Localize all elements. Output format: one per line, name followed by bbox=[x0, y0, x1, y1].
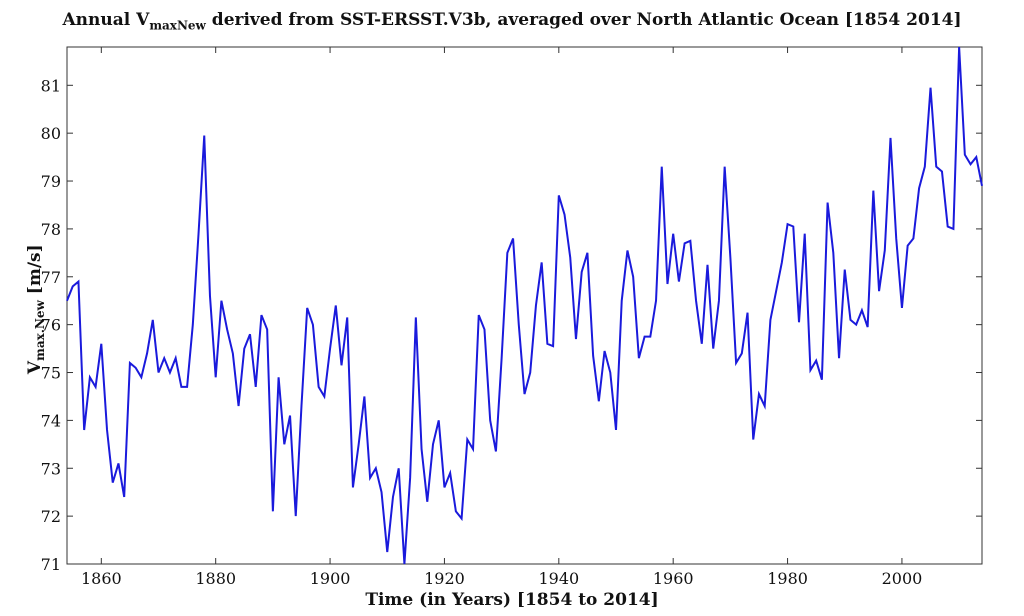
y-axis-label: Vmax.New [m/s] bbox=[25, 219, 47, 399]
y-tick-label: 81 bbox=[41, 76, 61, 95]
y-tick-label: 77 bbox=[41, 268, 61, 287]
y-tick-label: 75 bbox=[41, 364, 61, 383]
y-tick-label: 73 bbox=[41, 459, 61, 478]
x-tick-label: 1940 bbox=[538, 569, 579, 588]
x-tick-label: 1860 bbox=[81, 569, 122, 588]
y-axis-label-subscript: max.New bbox=[33, 300, 48, 361]
x-tick-label: 1980 bbox=[767, 569, 808, 588]
y-tick-label: 72 bbox=[41, 507, 61, 526]
x-tick-label: 2000 bbox=[882, 569, 923, 588]
plot-frame bbox=[66, 46, 983, 565]
y-axis: 71 72 73 74 75 76 77 78 79 80 81 bbox=[41, 76, 982, 574]
x-axis-label: Time (in Years) [1854 to 2014] bbox=[365, 590, 659, 610]
chart-title-main: Annual V bbox=[62, 10, 150, 30]
series-line bbox=[66, 46, 983, 565]
x-tick-label: 1880 bbox=[195, 569, 236, 588]
y-axis-label-rest: [m/s] bbox=[24, 244, 45, 301]
y-tick-label: 76 bbox=[41, 316, 61, 335]
x-tick-label: 1900 bbox=[310, 569, 351, 588]
x-axis: 1860 1880 1900 1920 1940 1960 1980 2000 bbox=[81, 47, 922, 588]
chart-title: Annual VmaxNew derived from SST-ERSST.V3… bbox=[0, 10, 1024, 32]
y-axis-label-main: V bbox=[24, 360, 45, 375]
y-tick-label: 80 bbox=[41, 124, 61, 143]
chart-title-subscript: maxNew bbox=[149, 18, 206, 33]
chart-title-rest: derived from SST-ERSST.V3b, averaged ove… bbox=[205, 10, 962, 30]
x-tick-label: 1920 bbox=[424, 569, 465, 588]
y-tick-label: 79 bbox=[41, 172, 61, 191]
x-tick-label: 1960 bbox=[653, 569, 694, 588]
y-tick-label: 74 bbox=[41, 411, 61, 430]
y-tick-label: 71 bbox=[41, 555, 61, 574]
y-tick-label: 78 bbox=[41, 220, 61, 239]
